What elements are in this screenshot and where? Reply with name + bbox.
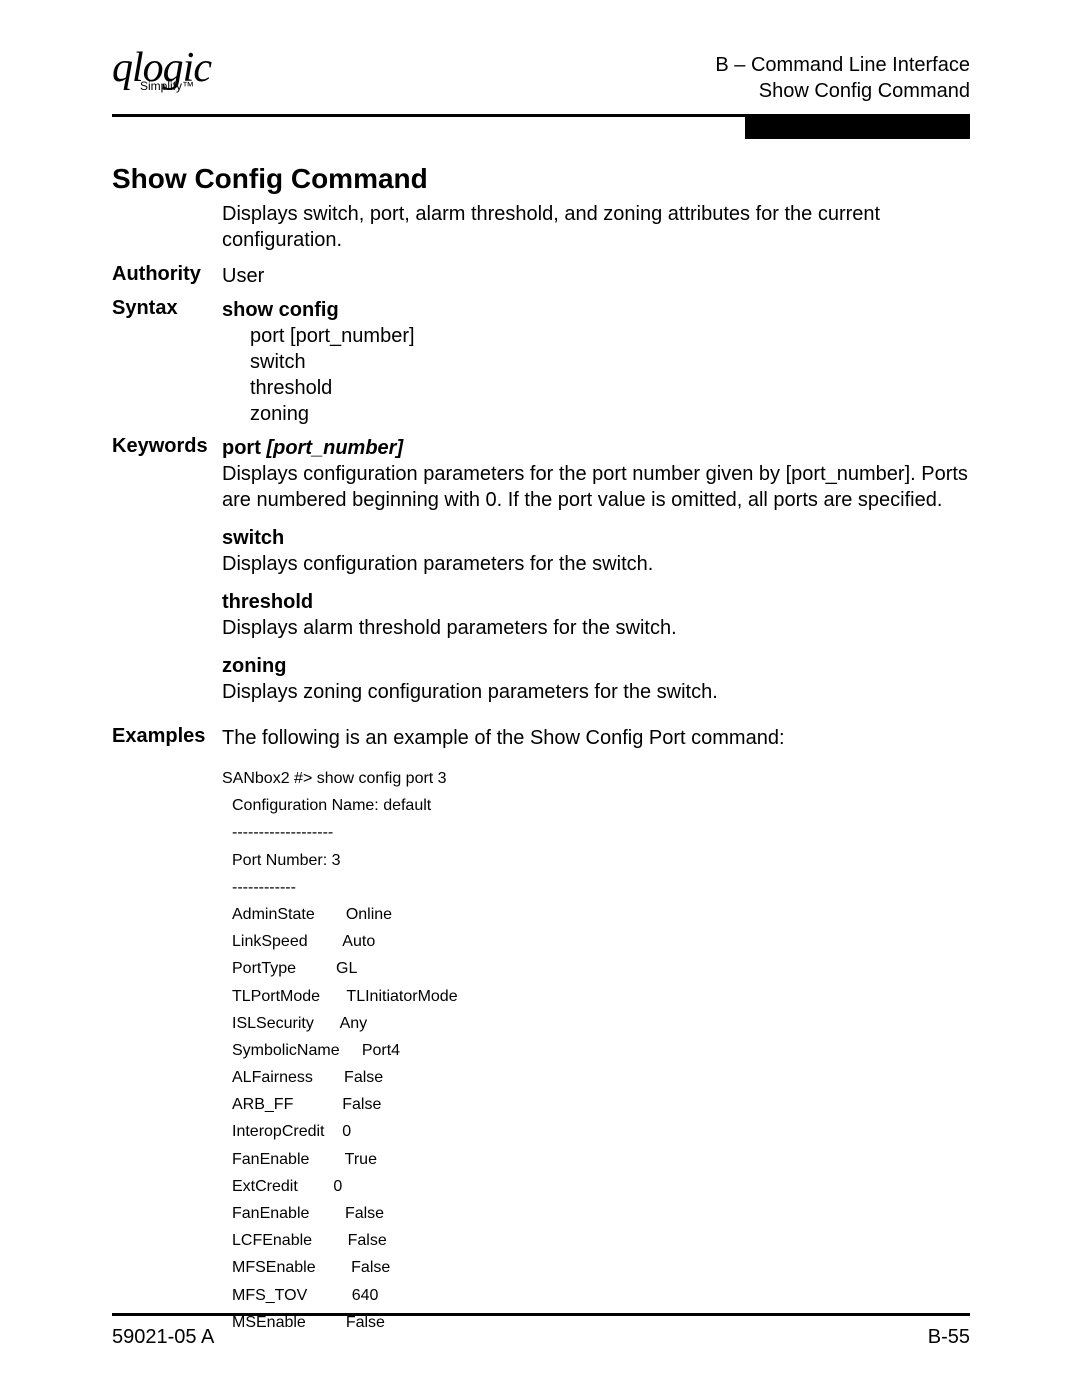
code-line: AdminState Online bbox=[232, 901, 970, 928]
authority-label: Authority bbox=[112, 263, 222, 289]
code-line: SymbolicName Port4 bbox=[232, 1037, 970, 1064]
code-output: Configuration Name: default ------------… bbox=[232, 792, 970, 1336]
keywords-row: Keywords port [port_number] Displays con… bbox=[112, 435, 970, 717]
code-line: FanEnable True bbox=[232, 1146, 970, 1173]
code-line: LCFEnable False bbox=[232, 1227, 970, 1254]
syntax-arg: port [port_number] bbox=[250, 323, 970, 349]
keywords-label: Keywords bbox=[112, 435, 222, 717]
page-title: Show Config Command bbox=[112, 163, 970, 195]
keyword-block: switch Displays configuration parameters… bbox=[222, 525, 970, 577]
code-line: Configuration Name: default bbox=[232, 792, 970, 819]
code-line: MFSEnable False bbox=[232, 1254, 970, 1281]
logo-sub-text: Simplify™ bbox=[140, 82, 239, 92]
syntax-row: Syntax show config port [port_number] sw… bbox=[112, 297, 970, 427]
code-line: Port Number: 3 bbox=[232, 847, 970, 874]
authority-row: Authority User bbox=[112, 263, 970, 289]
examples-body: The following is an example of the Show … bbox=[222, 725, 970, 1336]
syntax-label: Syntax bbox=[112, 297, 222, 427]
keyword-param: [port_number] bbox=[266, 437, 403, 459]
code-line: LinkSpeed Auto bbox=[232, 928, 970, 955]
authority-value: User bbox=[222, 263, 970, 289]
code-line: ------------------- bbox=[232, 819, 970, 846]
keyword-desc: Displays configuration parameters for th… bbox=[222, 461, 970, 513]
page-footer: 59021-05 A B-55 bbox=[112, 1313, 970, 1349]
page-header: qlogic Simplify™ B – Command Line Interf… bbox=[112, 52, 970, 104]
code-line: PortType GL bbox=[232, 955, 970, 982]
intro-text: Displays switch, port, alarm threshold, … bbox=[222, 201, 970, 253]
code-line: TLPortMode TLInitiatorMode bbox=[232, 983, 970, 1010]
code-line: ------------ bbox=[232, 874, 970, 901]
code-line: FanEnable False bbox=[232, 1200, 970, 1227]
syntax-arg: zoning bbox=[250, 401, 970, 427]
examples-row: Examples The following is an example of … bbox=[112, 725, 970, 1336]
code-cmd: SANbox2 #> show config port 3 bbox=[222, 765, 970, 792]
keyword-name: zoning bbox=[222, 653, 970, 679]
header-line-2: Show Config Command bbox=[715, 78, 970, 104]
header-right: B – Command Line Interface Show Config C… bbox=[715, 52, 970, 104]
keyword-block: threshold Displays alarm threshold param… bbox=[222, 589, 970, 641]
keyword-desc: Displays configuration parameters for th… bbox=[222, 551, 970, 577]
keyword-block: port [port_number] Displays configuratio… bbox=[222, 435, 970, 513]
keyword-name: threshold bbox=[222, 589, 970, 615]
brand-logo: qlogic Simplify™ bbox=[112, 52, 211, 95]
syntax-body: show config port [port_number] switch th… bbox=[222, 297, 970, 427]
code-line: InteropCredit 0 bbox=[232, 1118, 970, 1145]
syntax-command: show config bbox=[222, 297, 970, 323]
keyword-desc: Displays alarm threshold parameters for … bbox=[222, 615, 970, 641]
code-line: ALFairness False bbox=[232, 1064, 970, 1091]
keywords-body: port [port_number] Displays configuratio… bbox=[222, 435, 970, 717]
footer-left: 59021-05 A bbox=[112, 1326, 214, 1349]
code-line: ISLSecurity Any bbox=[232, 1010, 970, 1037]
keyword-name: switch bbox=[222, 525, 970, 551]
keyword-block: zoning Displays zoning configuration par… bbox=[222, 653, 970, 705]
syntax-args: port [port_number] switch threshold zoni… bbox=[250, 323, 970, 427]
code-line: MFS_TOV 640 bbox=[232, 1282, 970, 1309]
code-block: SANbox2 #> show config port 3 Configurat… bbox=[222, 765, 970, 1336]
keyword-desc: Displays zoning configuration parameters… bbox=[222, 679, 970, 705]
syntax-arg: switch bbox=[250, 349, 970, 375]
header-line-1: B – Command Line Interface bbox=[715, 52, 970, 78]
code-line: ExtCredit 0 bbox=[232, 1173, 970, 1200]
header-black-bar bbox=[745, 117, 970, 139]
syntax-arg: threshold bbox=[250, 375, 970, 401]
examples-label: Examples bbox=[112, 725, 222, 1336]
footer-rule bbox=[112, 1313, 970, 1316]
code-line: ARB_FF False bbox=[232, 1091, 970, 1118]
examples-intro: The following is an example of the Show … bbox=[222, 725, 970, 751]
keyword-name: port bbox=[222, 437, 261, 459]
footer-right: B-55 bbox=[928, 1326, 970, 1349]
